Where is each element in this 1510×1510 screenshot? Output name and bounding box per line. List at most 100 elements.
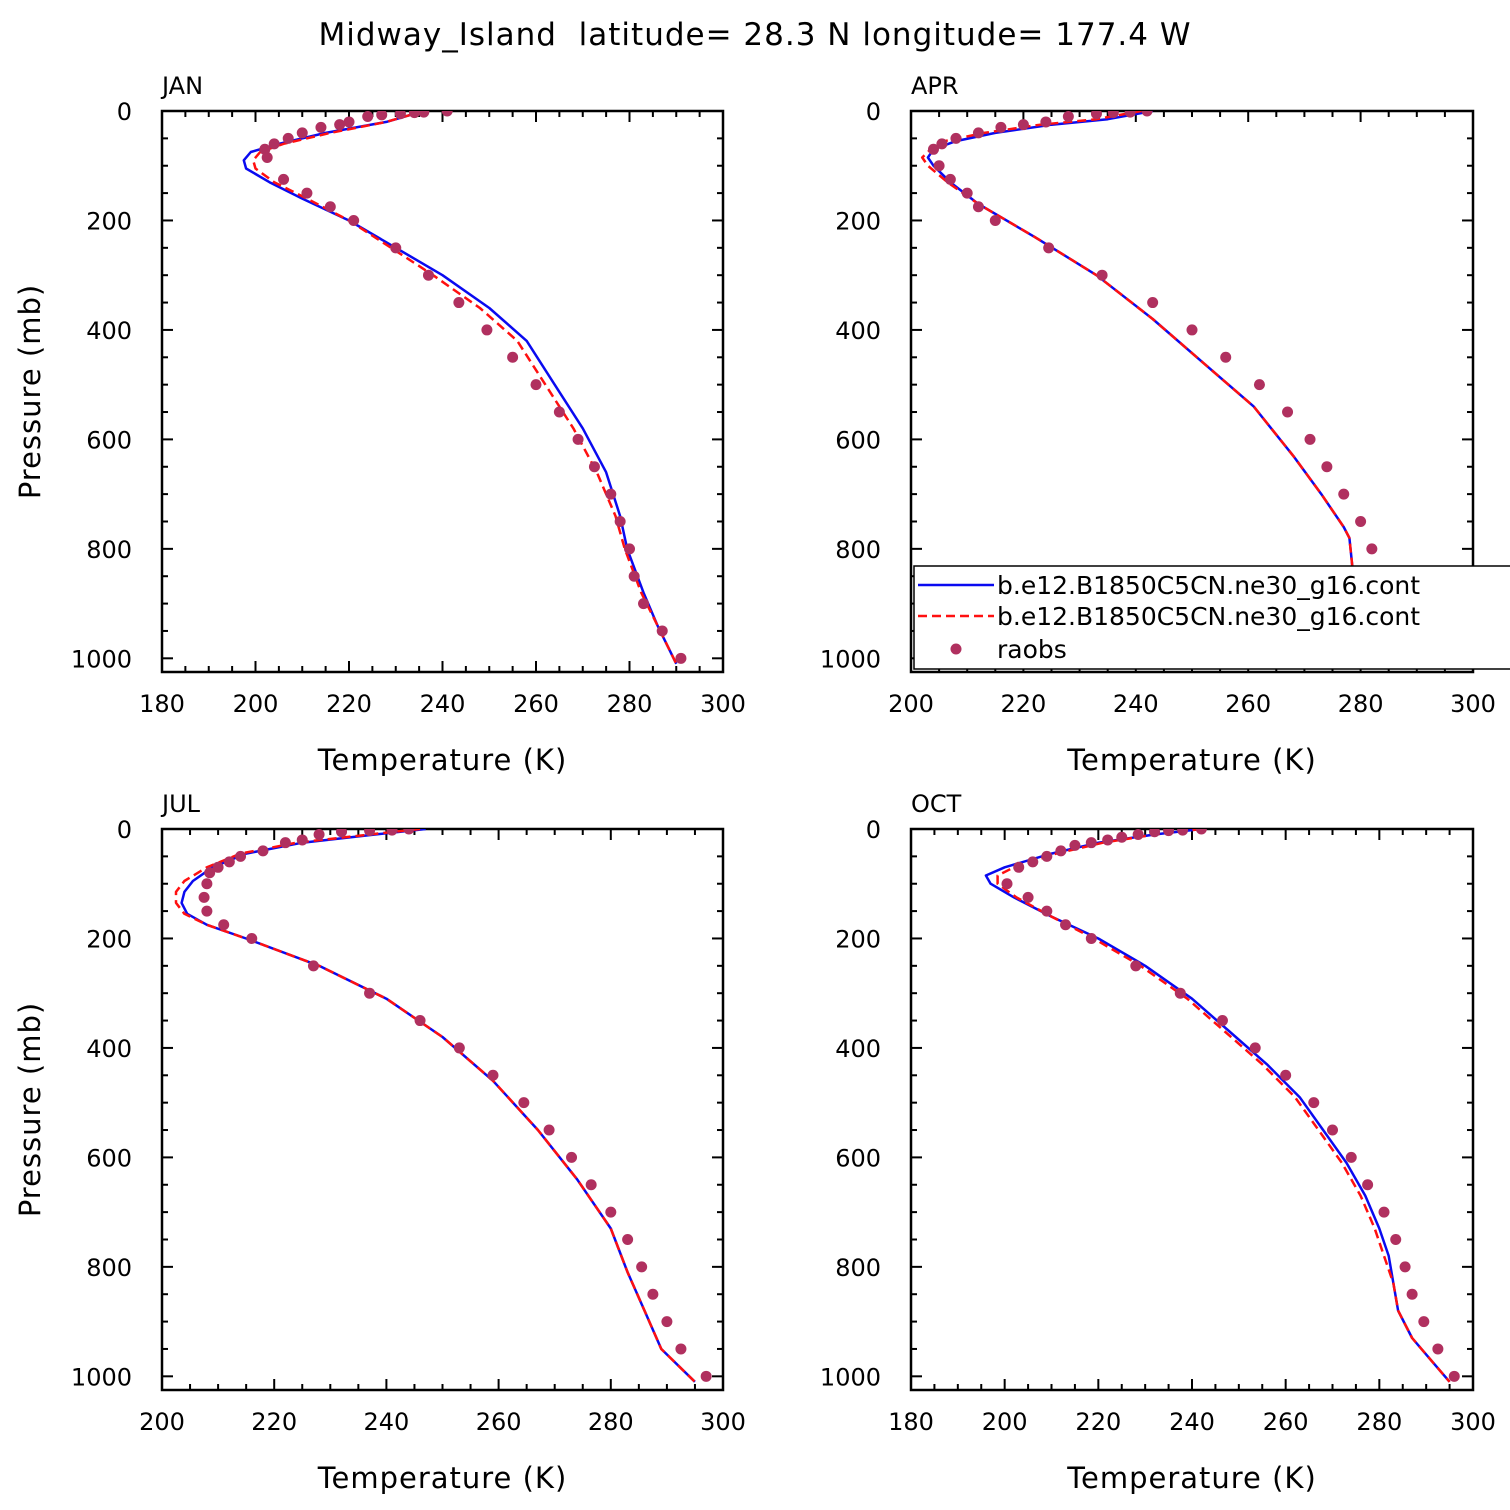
panels: JAN 180 200 220 240 260 280 300 0 200 400 600 800 100…: [13, 72, 1496, 1495]
raobs-point: [408, 111, 420, 119]
raobs-point: [1043, 242, 1055, 254]
x-tick-label: 280: [588, 1408, 634, 1436]
x-tick-label: 300: [1450, 690, 1496, 718]
panel-oct: OCT 180 200 220 240 260 280 300 0 200 400 600 800 100…: [820, 790, 1496, 1495]
x-tick-label: 280: [607, 690, 653, 718]
raobs-point: [995, 121, 1007, 133]
raobs-point: [453, 297, 465, 309]
raobs-point: [700, 1370, 712, 1382]
plot-frame: [909, 827, 1475, 1392]
x-axis-label: Temperature (K): [1066, 743, 1317, 777]
raobs-point: [1062, 111, 1074, 122]
raobs-point: [927, 143, 939, 155]
raobs-point: [1085, 837, 1097, 849]
x-tick-label: 300: [1450, 1408, 1496, 1436]
raobs-point: [961, 187, 973, 199]
y-tick-label: 0: [866, 98, 881, 126]
raobs-point: [1304, 433, 1316, 445]
x-tick-label: 260: [1225, 690, 1271, 718]
raobs-point: [647, 1288, 659, 1300]
raobs-point: [605, 488, 617, 500]
raobs-point: [394, 111, 406, 120]
raobs-point: [279, 837, 291, 849]
x-tick-label: 300: [700, 690, 746, 718]
y-tick-label: 200: [835, 207, 881, 235]
raobs-point: [257, 845, 269, 857]
x-tick-label: 200: [139, 1408, 185, 1436]
raobs-point: [1177, 829, 1189, 836]
raobs-point: [1406, 1288, 1418, 1300]
legend: b.e12.B1850C5CN.ne30_g16.contb.e12.B1850…: [913, 565, 1510, 670]
y-tick-label: 400: [835, 1035, 881, 1063]
raobs-point: [1096, 269, 1108, 281]
plot-frame: [160, 827, 725, 1392]
raobs-point: [334, 119, 346, 131]
raobs-point: [1355, 515, 1367, 527]
y-tick-label: 600: [86, 426, 132, 454]
raobs-point: [1116, 831, 1128, 843]
x-tick-label: 240: [363, 1408, 409, 1436]
legend-label: b.e12.B1850C5CN.ne30_g16.cont: [997, 602, 1420, 631]
y-tick-label: 0: [866, 816, 881, 844]
raobs-point: [362, 111, 374, 122]
raobs-series: [259, 111, 687, 664]
raobs-point: [1338, 488, 1350, 500]
raobs-point: [1216, 1015, 1228, 1027]
raobs-point: [198, 891, 210, 903]
y-axis-label: Pressure (mb): [13, 1002, 47, 1217]
y-tick-label: 400: [86, 1035, 132, 1063]
raobs-point: [1195, 829, 1207, 835]
raobs-point: [301, 187, 313, 199]
x-tick-label: 280: [1338, 690, 1384, 718]
raobs-point: [1041, 850, 1053, 862]
raobs-point: [1041, 905, 1053, 917]
raobs-point: [376, 111, 388, 121]
raobs-point: [1130, 960, 1142, 972]
data-area: [174, 829, 712, 1383]
raobs-series: [927, 111, 1428, 664]
legend-label: raobs: [997, 635, 1067, 664]
raobs-point: [661, 1316, 673, 1328]
raobs-point: [972, 127, 984, 139]
model1-line: [180, 829, 696, 1383]
raobs-point: [1378, 1206, 1390, 1218]
raobs-point: [936, 138, 948, 150]
raobs-point: [268, 138, 280, 150]
raobs-point: [481, 324, 493, 336]
panel-label: JAN: [160, 72, 203, 100]
raobs-point: [324, 201, 336, 213]
raobs-point: [1001, 878, 1013, 890]
raobs-point: [235, 850, 247, 862]
raobs-point: [441, 111, 453, 117]
raobs-point: [422, 269, 434, 281]
panel-apr: APR 200 220 240 260 280 300 0 200 400 600 800 1000 Te…: [820, 72, 1496, 777]
panel-label: OCT: [911, 790, 962, 818]
raobs-point: [624, 543, 635, 555]
raobs-point: [628, 570, 640, 582]
raobs-point: [1141, 111, 1153, 117]
raobs-point: [296, 127, 308, 139]
raobs-point: [530, 379, 542, 391]
raobs-point: [1147, 297, 1159, 309]
y-tick-label: 600: [86, 1144, 132, 1172]
x-tick-label: 180: [139, 690, 185, 718]
raobs-point: [364, 987, 376, 999]
x-tick-label: 240: [1169, 1408, 1215, 1436]
raobs-point: [1149, 829, 1161, 838]
y-tick-label: 1000: [71, 1363, 132, 1391]
x-tick-label: 200: [233, 690, 279, 718]
x-tick-label: 240: [420, 690, 466, 718]
raobs-point: [453, 1042, 465, 1054]
raobs-point: [614, 515, 626, 527]
y-tick-label: 0: [117, 98, 132, 126]
y-tick-label: 800: [86, 536, 132, 564]
raobs-series: [198, 829, 712, 1382]
raobs-point: [972, 201, 984, 213]
model2-line: [996, 829, 1451, 1383]
raobs-point: [307, 960, 319, 972]
raobs-point: [1308, 1097, 1320, 1109]
raobs-point: [518, 1097, 530, 1109]
raobs-point: [1366, 543, 1378, 555]
panel-jul: JUL 200 220 240 260 280 300 0 200 400 600 800 1000 Te…: [13, 790, 746, 1495]
raobs-point: [1107, 111, 1119, 119]
